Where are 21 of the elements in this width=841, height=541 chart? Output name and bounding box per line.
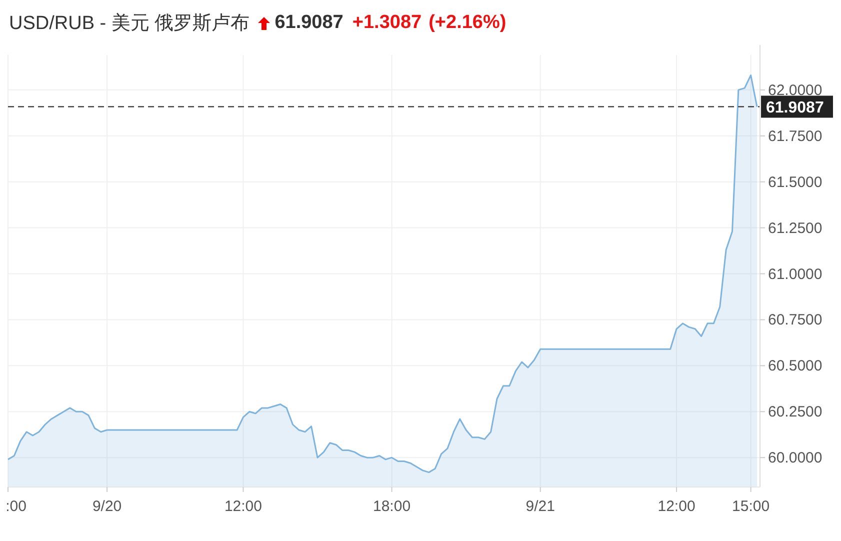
x-tick-label: 9/20 [92,498,122,515]
y-tick-label: 60.5000 [768,358,822,375]
y-tick-label: 60.2500 [768,404,822,421]
ref-line-label: 61.9087 [766,100,824,117]
text: (+2.16%) [428,12,506,34]
y-tick-label: 61.2500 [768,220,822,237]
y-tick-label: 60.7500 [768,312,822,329]
x-tick-label: 9/21 [526,498,555,515]
y-tick-label: 61.5000 [768,174,822,191]
text: +1.3087 [352,12,422,34]
x-tick-label: 15:00 [732,498,770,515]
y-tick-label: 61.7500 [768,128,822,145]
y-tick-label: 61.0000 [768,266,822,283]
x-tick-label: 12:00 [658,498,696,515]
x-tick-label: 18:00 [373,498,411,515]
y-tick-label: 60.0000 [768,450,822,467]
text: 61.9087 [274,12,344,34]
y-tick-label: 62.0000 [768,82,822,99]
x-tick-label: :00 [6,498,26,515]
x-tick-label: 12:00 [224,498,262,515]
chart-title: USD/RUB - 美元 俄罗斯卢布 [9,12,250,36]
